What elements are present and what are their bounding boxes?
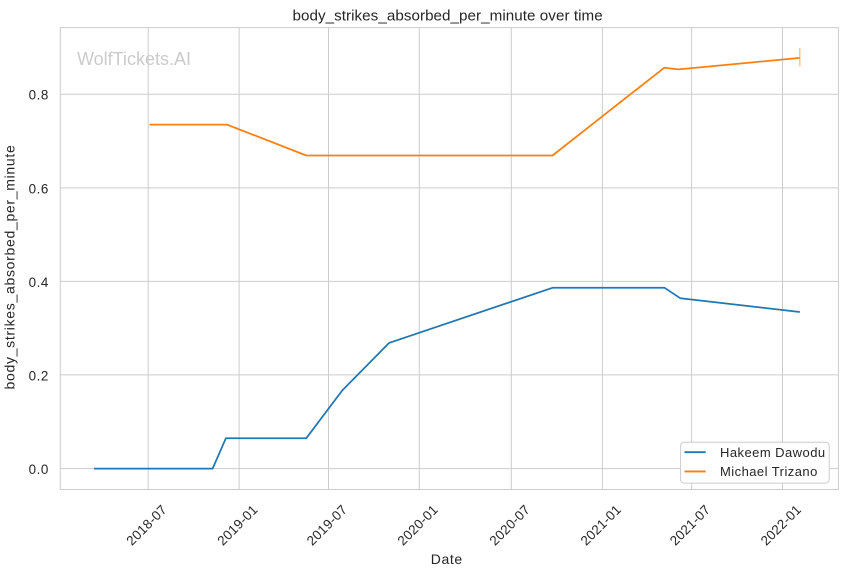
svg-text:body_strikes_absorbed_per_minu: body_strikes_absorbed_per_minute over ti…: [292, 7, 602, 24]
svg-text:2022-01: 2022-01: [758, 502, 804, 548]
svg-text:Date: Date: [431, 551, 463, 567]
svg-text:2020-07: 2020-07: [487, 502, 533, 548]
svg-text:2020-01: 2020-01: [395, 502, 441, 548]
svg-text:0.6: 0.6: [29, 181, 49, 196]
svg-text:2021-07: 2021-07: [667, 502, 713, 548]
svg-text:0.4: 0.4: [29, 275, 49, 290]
svg-text:0.8: 0.8: [29, 88, 49, 103]
svg-text:2018-07: 2018-07: [123, 502, 169, 548]
svg-text:2021-01: 2021-01: [578, 502, 624, 548]
svg-text:Hakeem Dawodu: Hakeem Dawodu: [720, 445, 826, 460]
svg-text:WolfTickets.AI: WolfTickets.AI: [77, 49, 191, 69]
svg-text:Michael Trizano: Michael Trizano: [720, 464, 818, 479]
svg-text:2019-07: 2019-07: [304, 502, 350, 548]
svg-text:body_strikes_absorbed_per_minu: body_strikes_absorbed_per_minute: [2, 145, 18, 390]
svg-text:2019-01: 2019-01: [214, 502, 260, 548]
svg-text:0.2: 0.2: [29, 368, 49, 383]
svg-text:0.0: 0.0: [29, 462, 49, 477]
